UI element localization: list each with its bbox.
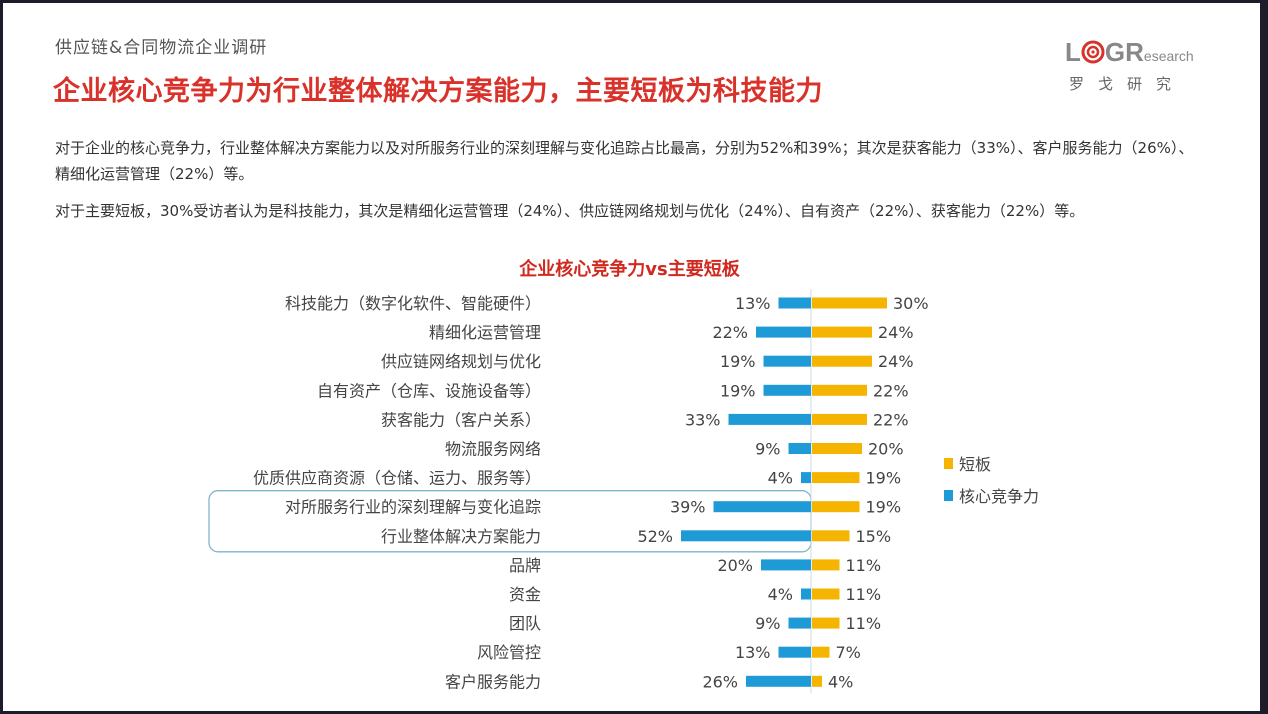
data-label-weakness: 11% (846, 585, 882, 604)
data-label-weakness: 22% (873, 381, 909, 400)
category-label: 自有资产（仓库、设施设备等） (317, 381, 541, 400)
data-label-core-competence: 9% (755, 440, 780, 459)
logo-target-icon (1081, 40, 1105, 64)
data-label-weakness: 11% (846, 614, 882, 633)
category-label: 行业整体解决方案能力 (381, 527, 541, 546)
data-label-core-competence: 4% (768, 469, 793, 488)
data-label-core-competence: 20% (717, 556, 753, 575)
data-label-weakness: 22% (873, 410, 909, 429)
bar-weakness (812, 472, 860, 484)
slide-subtitle: 供应链&合同物流企业调研 (55, 38, 268, 58)
bar-weakness (812, 617, 840, 629)
data-label-core-competence: 39% (670, 498, 706, 517)
bar-weakness (812, 675, 822, 687)
category-label: 品牌 (509, 556, 541, 575)
bar-weakness (812, 297, 887, 309)
logo: L GResearch 罗戈研究 (1065, 37, 1215, 97)
bar-weakness (812, 646, 830, 658)
data-label-core-competence: 4% (768, 585, 793, 604)
data-label-weakness: 24% (878, 323, 914, 342)
slide-title: 企业核心竞争力为行业整体解决方案能力，主要短板为科技能力 (53, 76, 823, 107)
category-label: 精细化运营管理 (429, 323, 541, 342)
data-label-weakness: 24% (878, 352, 914, 371)
bar-weakness (812, 501, 860, 513)
category-label: 团队 (509, 614, 541, 633)
data-label-core-competence: 9% (755, 614, 780, 633)
bar-weakness (812, 443, 862, 454)
bar-core-competence (763, 355, 811, 367)
bar-core-competence (801, 472, 811, 484)
data-label-weakness: 7% (836, 643, 861, 662)
data-label-weakness: 20% (868, 440, 904, 459)
bar-core-competence (788, 617, 811, 629)
chart-title: 企业核心竞争力vs主要短板 (519, 259, 740, 280)
data-label-weakness: 11% (846, 556, 882, 575)
bar-weakness (812, 588, 840, 600)
bar-weakness (812, 530, 850, 542)
category-label: 风险管控 (477, 643, 541, 662)
legend-label: 短板 (959, 455, 991, 474)
logo-chinese: 罗戈研究 (1069, 75, 1186, 93)
category-label: 物流服务网络 (445, 440, 541, 459)
data-label-core-competence: 33% (685, 410, 721, 429)
bar-core-competence (746, 675, 811, 687)
category-label: 对所服务行业的深刻理解与变化追踪 (285, 498, 541, 517)
logo-wordmark: L GResearch (1065, 37, 1194, 67)
bar-core-competence (801, 588, 811, 600)
category-label: 优质供应商资源（仓储、运力、服务等） (253, 469, 541, 488)
data-label-core-competence: 19% (720, 381, 756, 400)
bar-core-competence (778, 297, 811, 309)
data-label-core-competence: 52% (637, 527, 673, 546)
bar-weakness (812, 384, 867, 396)
category-label: 科技能力（数字化软件、智能硬件） (285, 294, 541, 313)
bar-core-competence (763, 384, 811, 396)
category-label: 资金 (509, 585, 541, 604)
category-label: 客户服务能力 (445, 672, 541, 691)
legend-swatch (944, 458, 953, 469)
bar-weakness (812, 355, 872, 367)
data-label-core-competence: 13% (735, 294, 771, 313)
bar-core-competence (788, 443, 811, 454)
bar-weakness (812, 413, 867, 425)
legend-swatch (944, 490, 953, 501)
data-label-core-competence: 19% (720, 352, 756, 371)
slide: 供应链&合同物流企业调研 企业核心竞争力为行业整体解决方案能力，主要短板为科技能… (3, 3, 1260, 711)
category-label: 供应链网络规划与优化 (381, 352, 541, 371)
bar-weakness (812, 326, 872, 338)
bar-core-competence (713, 501, 811, 513)
data-label-weakness: 19% (866, 498, 902, 517)
legend-label: 核心竞争力 (959, 487, 1039, 506)
data-label-weakness: 30% (893, 294, 929, 313)
data-label-weakness: 19% (866, 469, 902, 488)
bar-weakness (812, 559, 840, 571)
diverging-bar-chart: 科技能力（数字化软件、智能硬件） 13% 30% 精细化运营管理 22% 24% 供应链网络… (208, 289, 1039, 694)
category-label: 获客能力（客户关系） (381, 410, 541, 429)
data-label-weakness: 4% (828, 672, 853, 691)
data-label-core-competence: 13% (735, 643, 771, 662)
bar-core-competence (728, 413, 811, 425)
data-label-core-competence: 22% (712, 323, 748, 342)
data-label-weakness: 15% (856, 527, 892, 546)
bar-core-competence (778, 646, 811, 658)
paragraph-weakness: 对于主要短板，30%受访者认为是科技能力，其次是精细化运营管理（24%）、供应链… (55, 202, 1085, 220)
bar-core-competence (681, 530, 811, 542)
bar-core-competence (756, 326, 811, 338)
data-label-core-competence: 26% (702, 672, 738, 691)
paragraph-core-competence: 对于企业的核心竞争力，行业整体解决方案能力以及对所服务行业的深刻理解与变化追踪占… (55, 139, 1194, 183)
bar-core-competence (761, 559, 811, 571)
